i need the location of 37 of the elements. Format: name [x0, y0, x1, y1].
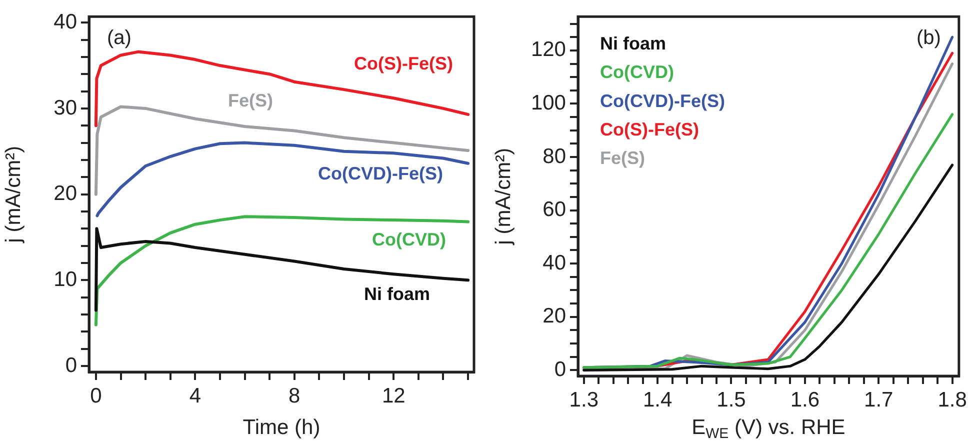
- x-tick-label: 1.8: [938, 388, 967, 412]
- y-tick-label: 60: [542, 198, 566, 222]
- x-tick-label: 1.5: [716, 388, 746, 412]
- y-tick-label: 120: [530, 38, 566, 62]
- x-tick-label: 1.6: [790, 388, 820, 412]
- y-tick-label: 30: [54, 96, 77, 120]
- text: Co(S)-Fe(S): [600, 119, 699, 140]
- x-tick-label: 1.7: [864, 388, 894, 412]
- series-label: Fe(S): [228, 90, 274, 110]
- text: Fe(S): [600, 148, 646, 168]
- series-label: Co(S)-Fe(S): [354, 53, 454, 74]
- text: Ni foam: [600, 34, 666, 54]
- y-tick-label: 40: [54, 10, 77, 34]
- y-tick-label: 100: [530, 92, 566, 115]
- y-tick-label: 80: [542, 144, 566, 168]
- x-tick-label: 8: [288, 384, 300, 408]
- y-axis-title: j (mA/cm²): [492, 148, 515, 246]
- y-tick-label: 10: [54, 268, 77, 291]
- x-tick-label: 1.4: [642, 388, 672, 412]
- text: Co(CVD)-Fe(S): [600, 90, 725, 111]
- y-tick-label: 20: [54, 182, 77, 206]
- series-label: Co(CVD)-Fe(S): [318, 163, 444, 184]
- series-label: Ni foam: [364, 284, 430, 304]
- y-tick-label: 20: [542, 304, 566, 328]
- y-axis-title: j (mA/cm²): [2, 146, 25, 244]
- x-tick-label: 1.3: [569, 388, 598, 412]
- y-tick-label: 0: [554, 358, 566, 381]
- x-tick-label: 4: [189, 384, 202, 408]
- annotation: (a): [107, 27, 132, 50]
- y-tick-label: 40: [542, 251, 566, 274]
- x-tick-label: 12: [382, 384, 406, 408]
- x-tick-label: 0: [90, 384, 102, 408]
- y-tick-label: 0: [65, 354, 77, 377]
- x-axis-title: Time (h): [242, 416, 320, 439]
- annotation: (b): [916, 27, 941, 50]
- text: Co(CVD): [600, 62, 674, 82]
- series-label: Co(CVD): [372, 230, 446, 250]
